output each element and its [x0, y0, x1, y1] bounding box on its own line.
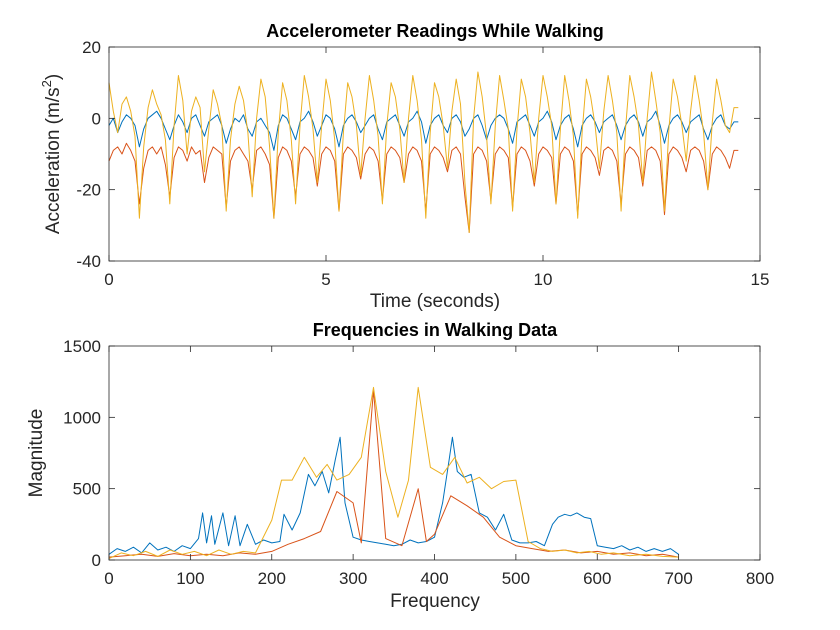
- x-tick-label: 700: [664, 569, 692, 588]
- y-axis-label-text: Acceleration (m/s: [43, 87, 64, 234]
- x-tick-label: 500: [502, 569, 530, 588]
- axis-ticks: 0 100 200 300 400 500 600 700 800 0 500 1000 1500: [63, 337, 774, 588]
- y-tick-label: 1500: [63, 337, 101, 356]
- chart-title: Frequencies in Walking Data: [313, 320, 558, 340]
- x-tick-label: 600: [583, 569, 611, 588]
- y-axis-label-close: ): [43, 74, 64, 80]
- y-tick-label: -20: [76, 181, 101, 200]
- x-axis-label: Frequency: [390, 591, 480, 612]
- axes-box: [108, 345, 761, 561]
- x-tick-label: 400: [420, 569, 448, 588]
- series-line-3: [108, 386, 679, 560]
- x-tick-label: 5: [321, 270, 330, 289]
- series-line-2: [108, 389, 679, 558]
- series-line-1: [108, 436, 679, 555]
- x-tick-label: 800: [746, 569, 774, 588]
- x-tick-label: 15: [751, 270, 770, 289]
- x-tick-label: 200: [258, 569, 286, 588]
- y-tick-label: 500: [73, 480, 101, 499]
- x-tick-label: 0: [104, 569, 113, 588]
- x-axis-label: Time (seconds): [370, 291, 500, 312]
- x-tick-label: 100: [176, 569, 204, 588]
- frequency-chart: Frequencies in Walking Data 0 100 200 300 40…: [26, 320, 774, 612]
- accelerometer-chart: Accelerometer Readings While Walking 0 5 1…: [39, 21, 769, 312]
- y-axis-label: Acceleration (m/s2): [39, 74, 64, 234]
- y-tick-label: 0: [92, 109, 101, 128]
- y-tick-label: 0: [92, 551, 101, 570]
- plot-area: [108, 386, 679, 560]
- axes-box: [108, 46, 761, 262]
- x-tick-label: 0: [104, 270, 113, 289]
- x-tick-label: 10: [534, 270, 553, 289]
- y-tick-label: -40: [76, 252, 101, 271]
- y-tick-label: 20: [82, 38, 101, 57]
- x-tick-label: 300: [339, 569, 367, 588]
- chart-title: Accelerometer Readings While Walking: [266, 21, 603, 41]
- plot-area: [108, 71, 739, 233]
- axis-ticks: 0 5 10 15 -40 -20 0 20: [76, 38, 769, 289]
- y-tick-label: 1000: [63, 408, 101, 427]
- y-axis-label: Magnitude: [26, 409, 47, 498]
- series-line-1: [108, 110, 739, 151]
- series-line-3: [108, 71, 739, 233]
- y-axis-label-superscript: 2: [39, 80, 54, 87]
